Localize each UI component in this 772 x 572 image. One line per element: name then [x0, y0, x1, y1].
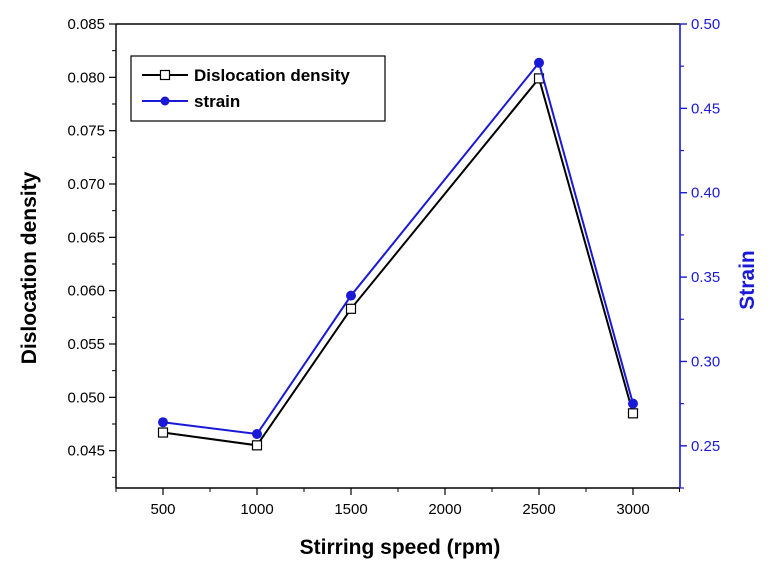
legend-box	[130, 55, 386, 122]
y-axis-left: 0.045 0.050 0.055 0.060 0.065 0.070 0.075 0.080…	[67, 16, 116, 478]
y-right-tick-label: 0.40	[691, 185, 720, 202]
y-axis-right-title: Strain	[736, 250, 759, 310]
x-tick-label: 1500	[334, 501, 367, 518]
y-axis-right: 0.25 0.30 0.35 0.40 0.45 0.50	[680, 16, 720, 489]
dislocation-density-point	[251, 440, 263, 451]
y-left-tick-label: 0.075	[67, 123, 105, 140]
y-right-tick-label: 0.45	[691, 100, 720, 117]
y-left-tick-label: 0.055	[67, 336, 105, 353]
x-tick-label: 500	[150, 501, 175, 518]
y-left-tick-label: 0.065	[67, 229, 105, 246]
legend-label-0: Dislocation density	[194, 66, 350, 85]
strain-point	[628, 398, 638, 409]
legend-marker-square	[159, 69, 171, 81]
dislocation-density-point	[627, 408, 639, 419]
x-tick-label: 2500	[522, 501, 555, 518]
strain-point	[252, 429, 262, 440]
series-layer	[157, 57, 639, 451]
strain-point	[158, 417, 168, 428]
legend-label-1: strain	[194, 92, 240, 111]
x-tick-label: 3000	[616, 501, 649, 518]
x-tick-label: 1000	[240, 501, 273, 518]
y-right-tick-label: 0.50	[691, 16, 720, 33]
y-left-tick-label: 0.050	[67, 389, 105, 406]
strain-point	[534, 57, 544, 68]
strain-point	[346, 290, 356, 301]
y-left-tick-label: 0.060	[67, 283, 105, 300]
x-axis-title: Stirring speed (rpm)	[300, 536, 501, 559]
y-right-tick-label: 0.25	[691, 438, 720, 455]
y-right-tick-label: 0.35	[691, 269, 720, 286]
y-left-tick-label: 0.080	[67, 69, 105, 86]
x-tick-label: 2000	[428, 501, 461, 518]
y-left-tick-label: 0.070	[67, 176, 105, 193]
dislocation-density-line	[162, 76, 634, 447]
y-left-tick-label: 0.085	[67, 16, 105, 33]
dislocation-density-point	[345, 303, 357, 314]
x-axis: 500 1000 1500 2000 2500 3000	[115, 488, 680, 518]
y-right-tick-label: 0.30	[691, 353, 720, 370]
y-axis-left-title: Dislocation density	[18, 171, 41, 364]
legend-marker-circle	[160, 96, 170, 106]
y-left-tick-label: 0.045	[67, 443, 105, 460]
legend: Dislocation density strain	[130, 55, 386, 122]
dislocation-density-point	[157, 427, 169, 438]
